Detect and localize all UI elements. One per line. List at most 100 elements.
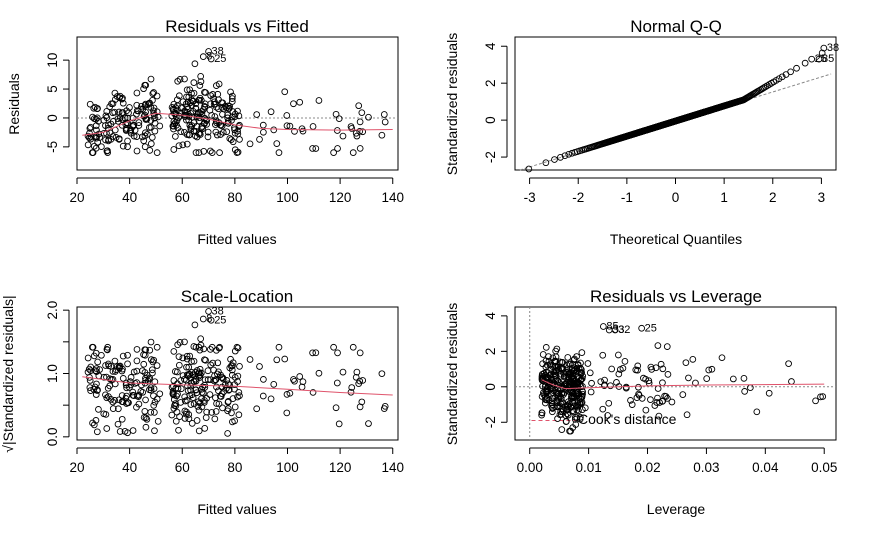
point-label: 25: [214, 53, 226, 65]
data-point: [260, 128, 267, 136]
data-point: [608, 365, 616, 373]
panel-3-axes: 20 40 60 80 100 120 140 0.0 1.0 2.0: [45, 301, 404, 475]
data-point: [540, 375, 547, 383]
point-label: 38: [827, 42, 839, 54]
data-point: [102, 136, 109, 144]
data-point: [207, 100, 214, 108]
data-point: [563, 402, 571, 410]
data-point: [151, 127, 159, 135]
data-point: [192, 100, 200, 107]
data-point: [91, 103, 99, 111]
data-point: [587, 388, 595, 396]
data-point: [169, 106, 177, 114]
data-point: [92, 417, 100, 424]
data-point: [597, 378, 605, 386]
data-point: [647, 396, 654, 404]
data-point: [549, 363, 557, 370]
x-tick-label: 3: [818, 190, 826, 205]
panel-4-xlabel: Leverage: [647, 501, 706, 517]
x-tick-label: 100: [276, 460, 299, 475]
data-point: [215, 119, 223, 126]
point-label: 38: [212, 45, 224, 57]
data-point: [569, 361, 577, 368]
data-point: [291, 127, 298, 135]
smoother-line: [82, 376, 393, 396]
data-point: [119, 352, 127, 360]
data-point: [349, 343, 357, 351]
data-point: [538, 374, 546, 382]
data-point: [633, 394, 641, 402]
data-point: [183, 131, 191, 138]
data-point: [562, 380, 570, 388]
panel-1-ylabel: Residuals: [6, 73, 22, 134]
data-point: [267, 395, 275, 403]
data-point: [291, 377, 298, 385]
data-point: [170, 348, 178, 355]
data-point: [183, 397, 191, 404]
data-point: [151, 119, 159, 127]
y-tick-label: -2: [483, 151, 498, 163]
data-point: [130, 368, 138, 376]
data-point: [91, 383, 99, 391]
data-point: [172, 113, 180, 121]
data-point: [229, 359, 237, 367]
data-point: [552, 357, 560, 365]
data-point: [621, 358, 629, 365]
data-point: [206, 391, 214, 398]
data-point: [659, 379, 666, 387]
data-point: [553, 402, 561, 410]
data-point: [172, 402, 180, 410]
data-point: [214, 359, 222, 367]
data-point: [103, 108, 111, 115]
y-tick-label: -2: [483, 416, 498, 428]
data-point: [231, 403, 239, 411]
data-point: [259, 392, 267, 400]
data-point: [213, 131, 221, 139]
data-point: [103, 114, 111, 122]
data-point: [553, 367, 560, 375]
data-point: [102, 362, 109, 369]
data-point: [758, 85, 766, 93]
data-point: [208, 149, 216, 157]
x-tick-label: 120: [329, 460, 352, 475]
data-point: [615, 370, 623, 378]
point-label: 85: [606, 321, 618, 333]
data-point: [652, 364, 660, 372]
data-point: [227, 88, 234, 96]
data-point: [179, 372, 187, 379]
data-point: [139, 367, 146, 375]
point-label: 25: [214, 314, 226, 326]
data-point: [148, 134, 156, 141]
data-point: [172, 384, 180, 392]
data-point: [188, 358, 195, 365]
x-tick-label: 40: [122, 190, 137, 205]
y-tick-label: 0: [483, 383, 498, 391]
panel-4-ylabel: Standardized residuals: [444, 303, 460, 445]
data-point: [142, 396, 149, 404]
data-point: [705, 366, 713, 374]
data-point: [554, 390, 561, 398]
data-point: [175, 361, 183, 369]
panel-2-points: [519, 44, 832, 173]
data-point: [349, 149, 357, 157]
data-point: [339, 368, 347, 376]
point-label: 25: [645, 322, 657, 334]
data-point: [215, 105, 222, 113]
data-point: [89, 113, 96, 121]
data-point: [256, 136, 263, 143]
data-point: [545, 374, 552, 382]
data-point: [151, 409, 158, 416]
data-point: [578, 349, 586, 356]
data-point: [129, 388, 137, 396]
smoother-line: [541, 379, 825, 390]
data-point: [133, 346, 141, 353]
x-tick-label: 80: [227, 190, 242, 205]
data-point: [601, 376, 608, 384]
panel-1-point-labels: 388 25: [206, 45, 226, 65]
data-point: [141, 346, 149, 354]
data-point: [588, 379, 595, 387]
x-tick-label: 120: [329, 190, 352, 205]
data-point: [559, 365, 567, 372]
data-point: [225, 104, 233, 112]
